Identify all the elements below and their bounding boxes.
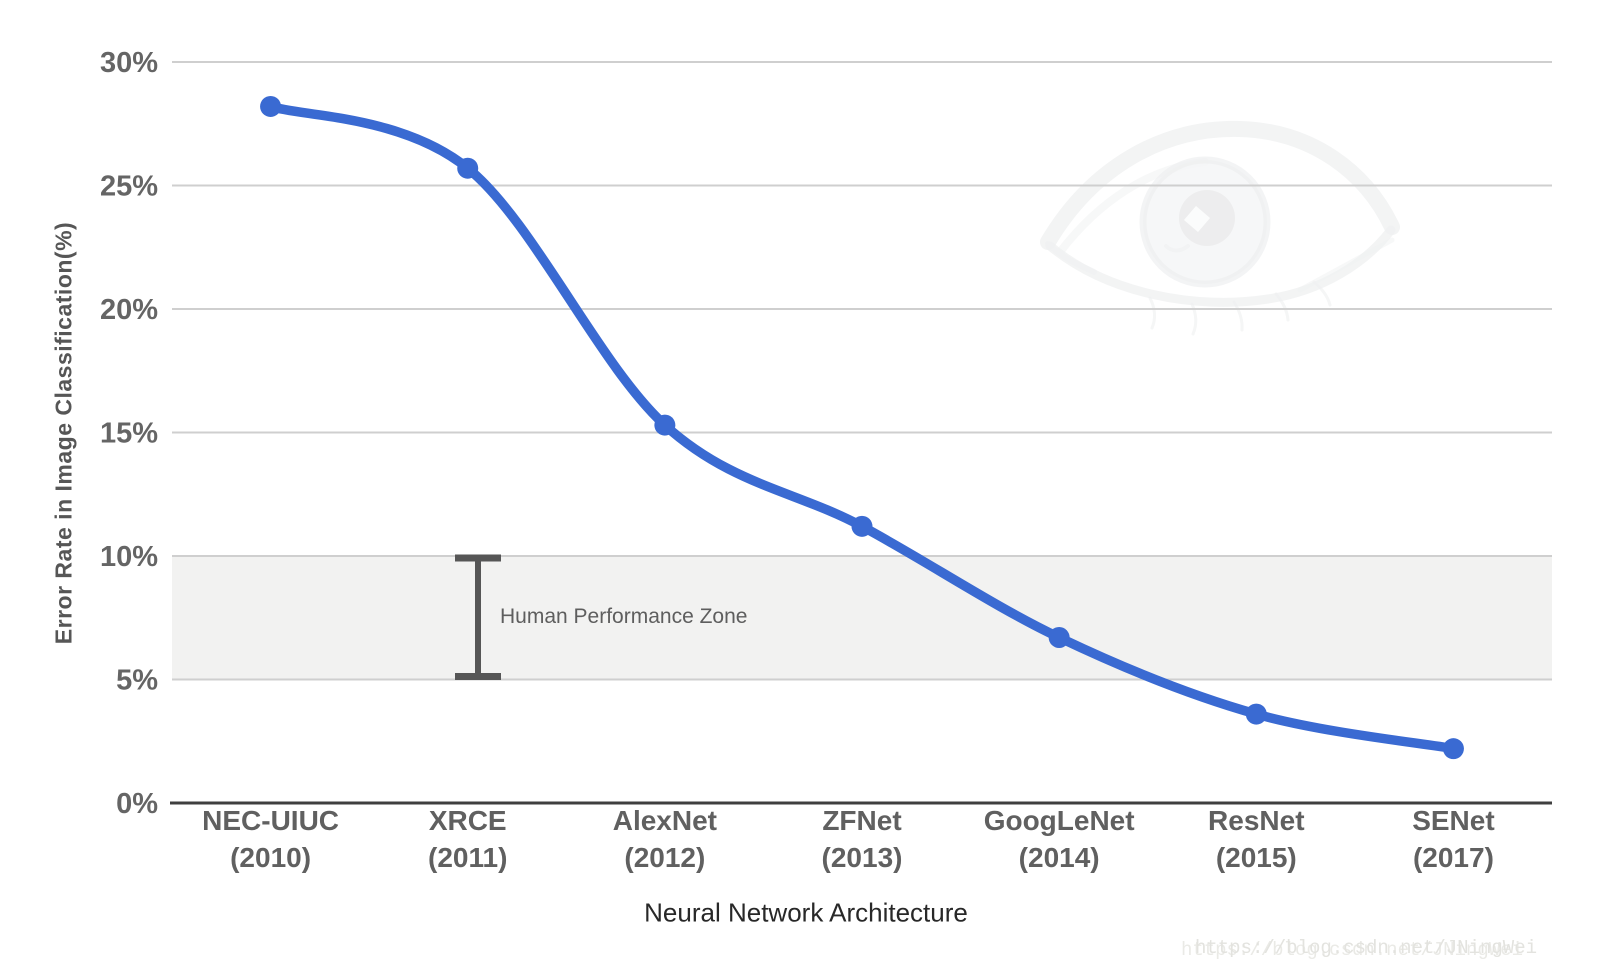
y-axis-title: Error Rate in Image Classification(%): [50, 221, 77, 645]
y-tick-label: 15%: [100, 418, 158, 450]
y-tick-label: 10%: [100, 541, 158, 573]
eye-watermark-icon: [1040, 120, 1400, 336]
data-point-senet: [1442, 738, 1464, 760]
human-performance-zone-label: Human Performance Zone: [500, 605, 748, 628]
data-point-xrce: [457, 157, 479, 179]
x-category-label-senet: SENet (2017): [1412, 805, 1494, 873]
url-watermark: https://blog.csdn.net/JNingWei: [1194, 937, 1537, 959]
y-tick-label: 0%: [116, 788, 158, 820]
x-category-label-nec-uiuc: NEC-UIUC (2010): [202, 805, 339, 873]
x-axis-title: Neural Network Architecture: [644, 897, 968, 928]
y-tick-label: 20%: [100, 294, 158, 326]
data-point-resnet: [1245, 703, 1267, 725]
y-tick-label: 30%: [100, 47, 158, 79]
x-category-label-alexnet: AlexNet (2012): [613, 805, 717, 873]
y-tick-label: 25%: [100, 171, 158, 203]
x-category-label-zfnet: ZFNet (2013): [822, 805, 903, 873]
data-point-alexnet: [654, 414, 676, 436]
x-category-label-googlenet: GoogLeNet (2014): [984, 805, 1135, 873]
data-point-googlenet: [1048, 627, 1070, 649]
y-tick-label: 5%: [116, 665, 158, 697]
data-point-nec-uiuc: [260, 95, 282, 117]
data-point-zfnet: [851, 515, 873, 537]
x-category-label-resnet: ResNet (2015): [1208, 805, 1304, 873]
x-category-label-xrce: XRCE (2011): [428, 805, 507, 873]
human-performance-zone-band: [172, 556, 1552, 680]
